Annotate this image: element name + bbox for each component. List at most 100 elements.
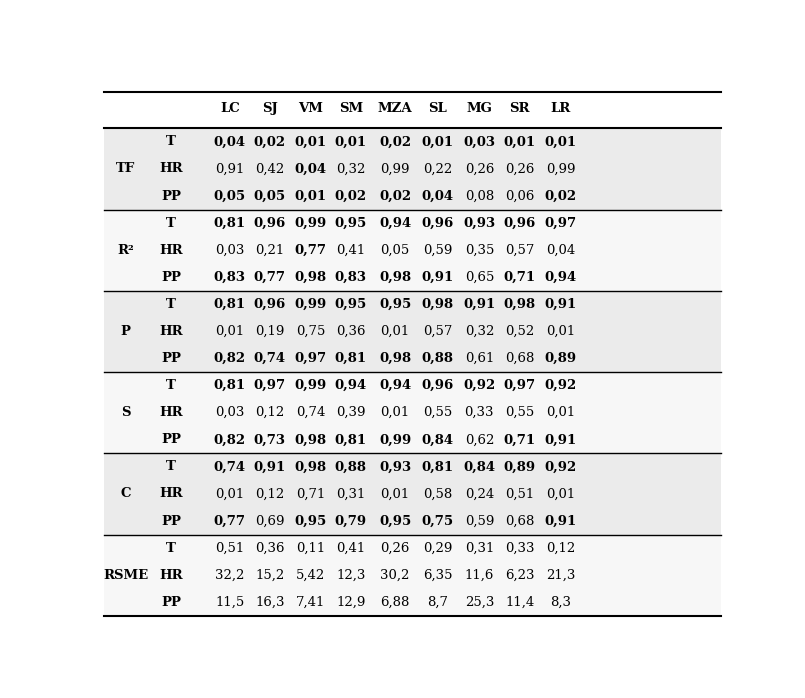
Text: 11,4: 11,4: [506, 596, 535, 609]
Text: 0,99: 0,99: [295, 298, 327, 311]
Text: 12,3: 12,3: [336, 569, 365, 581]
Text: 0,26: 0,26: [506, 163, 535, 175]
FancyBboxPatch shape: [104, 372, 721, 454]
Text: PP: PP: [161, 271, 181, 284]
Text: T: T: [166, 216, 176, 230]
FancyBboxPatch shape: [104, 454, 721, 535]
Text: 0,99: 0,99: [546, 163, 575, 175]
Text: 0,01: 0,01: [544, 135, 576, 149]
Text: 5,42: 5,42: [296, 569, 325, 581]
Text: 0,91: 0,91: [544, 298, 576, 311]
Text: 0,81: 0,81: [422, 461, 453, 473]
Text: 0,02: 0,02: [254, 135, 286, 149]
Text: 0,03: 0,03: [215, 406, 245, 419]
Text: 0,91: 0,91: [544, 514, 576, 528]
Text: 0,36: 0,36: [336, 325, 365, 338]
Text: 0,96: 0,96: [254, 216, 286, 230]
Text: 0,32: 0,32: [464, 325, 494, 338]
Text: 0,91: 0,91: [254, 461, 286, 473]
Text: 0,84: 0,84: [463, 461, 495, 473]
Text: 6,88: 6,88: [381, 596, 410, 609]
Text: T: T: [166, 379, 176, 392]
Text: 0,31: 0,31: [464, 542, 494, 555]
Text: 0,79: 0,79: [335, 514, 367, 528]
Text: 0,84: 0,84: [422, 433, 453, 446]
Text: 0,97: 0,97: [254, 379, 286, 392]
Text: 0,73: 0,73: [254, 433, 286, 446]
Text: 0,98: 0,98: [504, 298, 536, 311]
Text: 0,36: 0,36: [255, 542, 284, 555]
Text: 0,94: 0,94: [335, 379, 367, 392]
Text: 0,82: 0,82: [213, 352, 246, 365]
Text: 21,3: 21,3: [546, 569, 575, 581]
Text: 0,04: 0,04: [546, 244, 575, 257]
Text: 30,2: 30,2: [381, 569, 410, 581]
Text: 0,91: 0,91: [421, 271, 454, 284]
Text: 0,11: 0,11: [296, 542, 325, 555]
Text: 0,81: 0,81: [335, 433, 367, 446]
Text: 0,01: 0,01: [381, 406, 410, 419]
Text: 0,93: 0,93: [463, 216, 495, 230]
Text: 0,04: 0,04: [295, 163, 327, 175]
Text: MG: MG: [466, 102, 492, 114]
Text: 0,39: 0,39: [336, 406, 365, 419]
Text: 11,6: 11,6: [464, 569, 494, 581]
Text: HR: HR: [159, 569, 183, 581]
Text: 0,95: 0,95: [335, 298, 367, 311]
Text: 0,68: 0,68: [506, 514, 535, 528]
Text: 0,71: 0,71: [504, 433, 536, 446]
Text: 0,01: 0,01: [381, 487, 410, 500]
Text: 0,94: 0,94: [379, 216, 411, 230]
Text: 8,7: 8,7: [427, 596, 448, 609]
Text: 0,01: 0,01: [335, 135, 367, 149]
Text: P: P: [121, 325, 130, 338]
Text: LR: LR: [551, 102, 571, 114]
Text: T: T: [166, 542, 176, 555]
Text: 0,41: 0,41: [336, 244, 365, 257]
Text: 0,95: 0,95: [379, 298, 411, 311]
Text: 0,03: 0,03: [215, 244, 245, 257]
Text: MZA: MZA: [378, 102, 412, 114]
Text: 0,71: 0,71: [296, 487, 325, 500]
Text: 0,74: 0,74: [213, 461, 246, 473]
Text: 0,92: 0,92: [544, 379, 576, 392]
Text: 0,59: 0,59: [464, 514, 494, 528]
Text: PP: PP: [161, 514, 181, 528]
Text: 0,69: 0,69: [255, 514, 284, 528]
Text: 0,77: 0,77: [214, 514, 246, 528]
Text: PP: PP: [161, 352, 181, 365]
Text: 0,01: 0,01: [215, 487, 245, 500]
Text: 0,81: 0,81: [335, 352, 367, 365]
Text: 0,92: 0,92: [463, 379, 495, 392]
Text: SL: SL: [428, 102, 447, 114]
Text: 0,93: 0,93: [379, 461, 411, 473]
Text: 0,98: 0,98: [422, 298, 453, 311]
Text: 0,24: 0,24: [464, 487, 494, 500]
FancyBboxPatch shape: [104, 209, 721, 291]
Text: PP: PP: [161, 433, 181, 446]
Text: 6,23: 6,23: [505, 569, 535, 581]
Text: 0,42: 0,42: [255, 163, 284, 175]
Text: 0,74: 0,74: [254, 352, 286, 365]
Text: 15,2: 15,2: [255, 569, 284, 581]
Text: 0,83: 0,83: [214, 271, 246, 284]
Text: 0,05: 0,05: [254, 190, 286, 202]
Text: 0,94: 0,94: [379, 379, 411, 392]
Text: 0,91: 0,91: [544, 433, 576, 446]
Text: 0,29: 0,29: [423, 542, 452, 555]
Text: 0,12: 0,12: [255, 406, 284, 419]
Text: 0,12: 0,12: [255, 487, 284, 500]
Text: 0,05: 0,05: [213, 190, 246, 202]
Text: 0,26: 0,26: [464, 163, 494, 175]
Text: 0,68: 0,68: [506, 352, 535, 365]
Text: 6,35: 6,35: [423, 569, 452, 581]
Text: 0,75: 0,75: [296, 325, 325, 338]
Text: 0,97: 0,97: [295, 352, 327, 365]
Text: 0,04: 0,04: [213, 135, 246, 149]
Text: 0,31: 0,31: [336, 487, 365, 500]
Text: T: T: [166, 135, 176, 149]
Text: 0,05: 0,05: [381, 244, 410, 257]
Text: 0,91: 0,91: [215, 163, 245, 175]
Text: 16,3: 16,3: [255, 596, 284, 609]
Text: 0,99: 0,99: [379, 433, 411, 446]
